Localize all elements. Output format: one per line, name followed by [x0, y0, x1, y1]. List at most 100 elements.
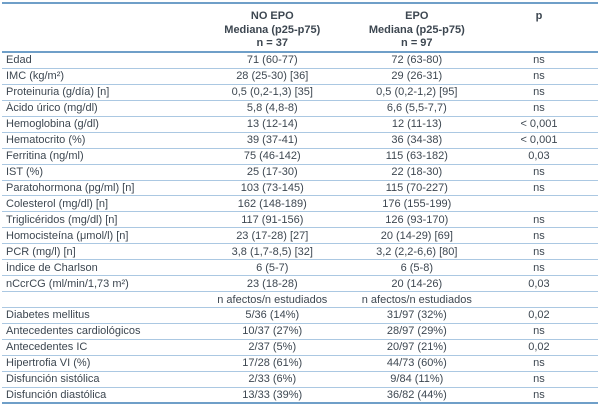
- no-epo-value: 71 (60-77): [246, 54, 298, 67]
- table-row: Triglicéridos (mg/dl) [n] 117 (91-156) 1…: [2, 212, 598, 229]
- table-row: n afectos/n estudiados n afectos/n estud…: [2, 292, 598, 308]
- p-value: ns: [533, 373, 545, 386]
- epo-value: n afectos/n estudiados: [361, 293, 472, 306]
- header-no-epo-title: NO EPO: [250, 10, 294, 22]
- no-epo-value: 103 (73-145): [240, 181, 304, 194]
- table-row: Edad 71 (60-77) 72 (63-80) ns: [2, 53, 598, 69]
- table-row: Índice de Charlson 6 (5-7) 6 (5-8) ns: [2, 260, 598, 277]
- p-value: ns: [533, 102, 545, 115]
- p-value: ns: [533, 54, 545, 67]
- p-value: 0,02: [528, 309, 550, 322]
- table-header-row: NO EPO Mediana (p25-p75) n = 37 EPO Medi…: [2, 4, 598, 53]
- header-epo-n: n = 97: [401, 37, 433, 49]
- epo-value: 0,5 (0,2-1,2) [95]: [376, 86, 458, 99]
- epo-value: 176 (155-199): [382, 197, 452, 210]
- epo-value: 6,6 (5,5-7,7): [386, 102, 447, 115]
- header-no-epo-subtitle: Mediana (p25-p75): [224, 23, 321, 36]
- p-value: ns: [533, 325, 545, 338]
- header-p: p: [535, 10, 543, 22]
- header-epo-title: EPO: [405, 10, 429, 22]
- epo-value: 31/97 (32%): [386, 309, 447, 322]
- table-row: Ferritina (ng/ml) 75 (46-142) 115 (63-18…: [2, 149, 598, 165]
- p-value: 0,03: [528, 150, 550, 163]
- row-label: Triglicéridos (mg/dl) [n]: [6, 213, 118, 226]
- no-epo-value: 28 (25-30) [36]: [236, 70, 309, 83]
- epo-value: 20 (14-26): [391, 277, 443, 290]
- row-label: Antecedentes cardiológicos: [6, 325, 141, 338]
- row-label: Disfunción sistólica: [6, 373, 100, 386]
- no-epo-value: 5,8 (4,8-8): [246, 102, 298, 115]
- no-epo-value: 2/33 (6%): [248, 373, 297, 386]
- row-label: PCR (mg/l) [n]: [6, 245, 76, 258]
- epo-value: 115 (70-227): [385, 181, 448, 194]
- paper-table-figure: NO EPO Mediana (p25-p75) n = 37 EPO Medi…: [2, 2, 598, 404]
- epo-value: 126 (93-170): [385, 213, 449, 226]
- table-row: Hemoglobina (g/dl) 13 (12-14) 12 (11-13)…: [2, 117, 598, 133]
- epo-value: 6 (5-8): [400, 261, 433, 274]
- table-row: Hipertrofia VI (%) 17/28 (61%) 44/73 (60…: [2, 356, 598, 372]
- row-label: Proteinuria (g/día) [n]: [6, 86, 110, 99]
- table-row: IST (%) 25 (17-30) 22 (18-30) ns: [2, 165, 598, 181]
- no-epo-value: 23 (17-28) [27]: [236, 229, 309, 242]
- row-label: IMC (kg/m²): [6, 70, 65, 83]
- table-row: Antecedentes cardiológicos 10/37 (27%) 2…: [2, 324, 598, 340]
- epo-value: 36 (34-38): [391, 134, 443, 147]
- table-row: Disfunción diastólica 13/33 (39%) 36/82 …: [2, 388, 598, 404]
- no-epo-value: 75 (46-142): [243, 150, 301, 163]
- table-row: Antecedentes IC 2/37 (5%) 20/97 (21%) 0,…: [2, 340, 598, 356]
- epo-value: 28/97 (29%): [386, 325, 447, 338]
- epo-value: 3,2 (2,2-6,6) [80]: [376, 245, 458, 258]
- no-epo-value: 0,5 (0,2-1,3) [35]: [231, 86, 313, 99]
- p-value: ns: [533, 70, 545, 83]
- header-no-epo-n: n = 37: [256, 37, 289, 49]
- epo-value: 22 (18-30): [391, 166, 443, 179]
- p-value: ns: [533, 86, 545, 99]
- row-label: IST (%): [6, 166, 44, 179]
- row-label: Antecedentes IC: [6, 341, 88, 354]
- row-label: Paratohormona (pg/ml) [n]: [6, 181, 135, 194]
- table-row: Ácido úrico (mg/dl) 5,8 (4,8-8) 6,6 (5,5…: [2, 101, 598, 117]
- epo-value: 72 (63-80): [391, 54, 443, 67]
- p-value: 0,02: [528, 341, 550, 354]
- no-epo-value: 13/33 (39%): [242, 388, 303, 401]
- no-epo-value: 5/36 (14%): [245, 309, 300, 322]
- p-value: ns: [533, 213, 545, 226]
- no-epo-value: 3,8 (1,7-8,5) [32]: [231, 245, 313, 258]
- row-label: Hemoglobina (g/dl): [6, 118, 99, 131]
- p-value: ns: [533, 229, 545, 242]
- p-value: ns: [533, 166, 545, 179]
- row-label: Ferritina (ng/ml): [6, 150, 84, 163]
- comparison-table: NO EPO Mediana (p25-p75) n = 37 EPO Medi…: [2, 2, 598, 404]
- epo-value: 36/82 (44%): [386, 388, 447, 401]
- epo-value: 20 (14-29) [69]: [380, 229, 453, 242]
- epo-value: 44/73 (60%): [386, 357, 447, 370]
- table-row: Diabetes mellitus 5/36 (14%) 31/97 (32%)…: [2, 308, 598, 324]
- no-epo-value: 10/37 (27%): [242, 325, 303, 338]
- p-value: ns: [533, 181, 545, 194]
- header-no-epo: NO EPO Mediana (p25-p75) n = 37: [191, 10, 354, 51]
- no-epo-value: 13 (12-14): [246, 118, 298, 131]
- header-epo: EPO Mediana (p25-p75) n = 97: [354, 10, 480, 51]
- no-epo-value: 117 (91-156): [241, 213, 304, 226]
- table-row: nCcrCG (ml/min/1,73 m²) 23 (18-28) 20 (1…: [2, 276, 598, 293]
- row-label: Edad: [6, 54, 32, 67]
- row-label: Ácido úrico (mg/dl): [6, 102, 98, 115]
- no-epo-value: 162 (148-189): [237, 197, 307, 210]
- no-epo-value: 25 (17-30): [246, 166, 298, 179]
- row-label: Colesterol (mg/dl) [n]: [6, 197, 109, 210]
- epo-value: 29 (26-31): [391, 70, 443, 83]
- row-label: Diabetes mellitus: [6, 309, 90, 322]
- table-row: Proteinuria (g/día) [n] 0,5 (0,2-1,3) [3…: [2, 85, 598, 101]
- row-label: Homocisteína (μmol/l) [n]: [6, 229, 129, 242]
- no-epo-value: n afectos/n estudiados: [217, 293, 328, 306]
- row-label: Índice de Charlson: [6, 261, 98, 274]
- no-epo-value: 2/37 (5%): [248, 341, 297, 354]
- no-epo-value: 23 (18-28): [246, 277, 298, 290]
- no-epo-value: 6 (5-7): [256, 261, 289, 274]
- p-value: 0,03: [528, 277, 550, 290]
- table-body: Edad 71 (60-77) 72 (63-80) ns IMC (kg/m²…: [2, 53, 598, 404]
- p-value: ns: [533, 357, 545, 370]
- p-value: < 0,001: [520, 134, 558, 147]
- p-value: < 0,001: [520, 118, 558, 131]
- epo-value: 12 (11-13): [391, 118, 442, 131]
